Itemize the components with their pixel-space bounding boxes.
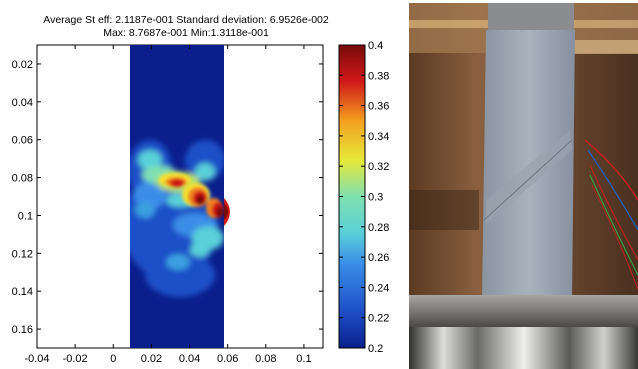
colorbar-tick-label: 0.26 xyxy=(368,252,389,264)
x-tick-label: 0.04 xyxy=(179,353,200,365)
x-tick-label: 0 xyxy=(110,353,116,365)
colorbar-tick-label: 0.36 xyxy=(368,101,389,113)
x-tick-label: 0.08 xyxy=(255,353,276,365)
colorbar-tick-label: 0.34 xyxy=(368,131,389,143)
x-tick-label: 0.1 xyxy=(296,353,311,365)
colorbar-tick-label: 0.28 xyxy=(368,222,389,234)
x-tick-label: 0.06 xyxy=(217,353,238,365)
chart-title-line2: Max: 8.7687e-001 Min:1.3118e-001 xyxy=(103,27,269,39)
y-tick-label: 0.14 xyxy=(12,286,33,298)
chart-title-line1: Average St eff: 2.1187e-001 Standard dev… xyxy=(43,14,329,26)
specimen-photo xyxy=(409,3,638,369)
y-tick-label: 0.02 xyxy=(12,59,33,71)
x-tick-label: 0.02 xyxy=(141,353,162,365)
colorbar-tick-label: 0.38 xyxy=(368,70,389,82)
colorbar-tick-label: 0.4 xyxy=(368,40,383,52)
colorbar-tick-label: 0.2 xyxy=(368,343,383,355)
y-tick-label: 0.12 xyxy=(12,248,33,260)
x-tick-label: -0.04 xyxy=(24,353,49,365)
colorbar-tick-label: 0.24 xyxy=(368,282,389,294)
y-tick-label: 0.04 xyxy=(12,97,33,109)
y-tick-label: 0.06 xyxy=(12,135,33,147)
y-tick-label: 0.16 xyxy=(12,324,33,336)
strain-heatmap xyxy=(130,45,224,348)
y-tick-label: 0.1 xyxy=(18,210,33,222)
x-tick-label: -0.02 xyxy=(63,353,88,365)
y-tick-label: 0.08 xyxy=(12,173,33,185)
colorbar-tick-label: 0.22 xyxy=(368,313,389,325)
colorbar-tick-label: 0.32 xyxy=(368,161,389,173)
colorbar-tick-label: 0.3 xyxy=(368,192,383,204)
